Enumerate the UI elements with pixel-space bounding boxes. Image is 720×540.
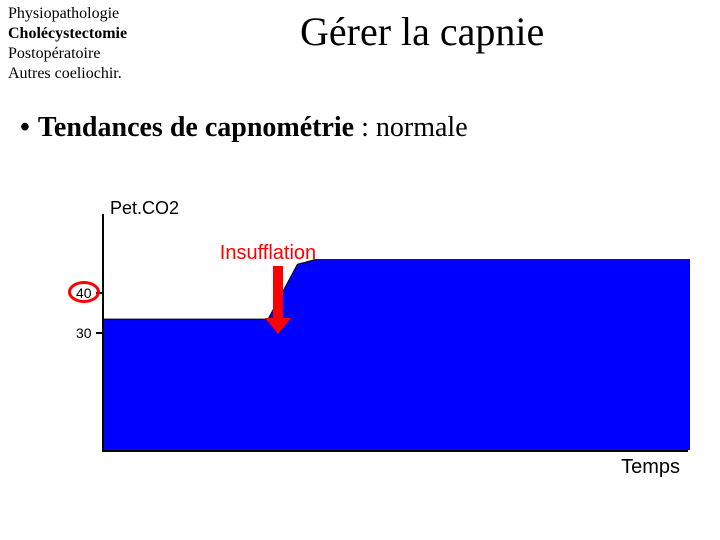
- x-axis-label: Temps: [621, 456, 680, 479]
- bullet-line: • Tendances de capnométrie : normale: [20, 112, 468, 144]
- bullet-lead: Tendances de capnométrie: [38, 112, 354, 143]
- insufflation-arrow-icon: [265, 266, 291, 334]
- nav-item: Postopératoire: [8, 44, 127, 64]
- area-svg: [104, 212, 690, 450]
- nav-item-active: Cholécystectomie: [8, 24, 127, 44]
- area-fill: [104, 212, 690, 450]
- slide-root: Physiopathologie Cholécystectomie Postop…: [0, 0, 720, 540]
- nav-item: Autres coeliochir.: [8, 64, 127, 84]
- bullet-dot: •: [20, 112, 30, 143]
- nav-list: Physiopathologie Cholécystectomie Postop…: [8, 4, 127, 84]
- capnometry-chart: Pet.CO2 40 30 Insufflation Temps: [66, 198, 688, 480]
- insufflation-label: Insufflation: [220, 242, 316, 265]
- y-tick-mark: [96, 332, 102, 334]
- nav-item: Physiopathologie: [8, 4, 127, 24]
- bullet-rest: : normale: [354, 112, 468, 143]
- page-title: Gérer la capnie: [300, 8, 544, 55]
- plot-area: [102, 214, 688, 452]
- y-tick-30: 30: [76, 325, 92, 341]
- highlight-ellipse: [68, 281, 100, 303]
